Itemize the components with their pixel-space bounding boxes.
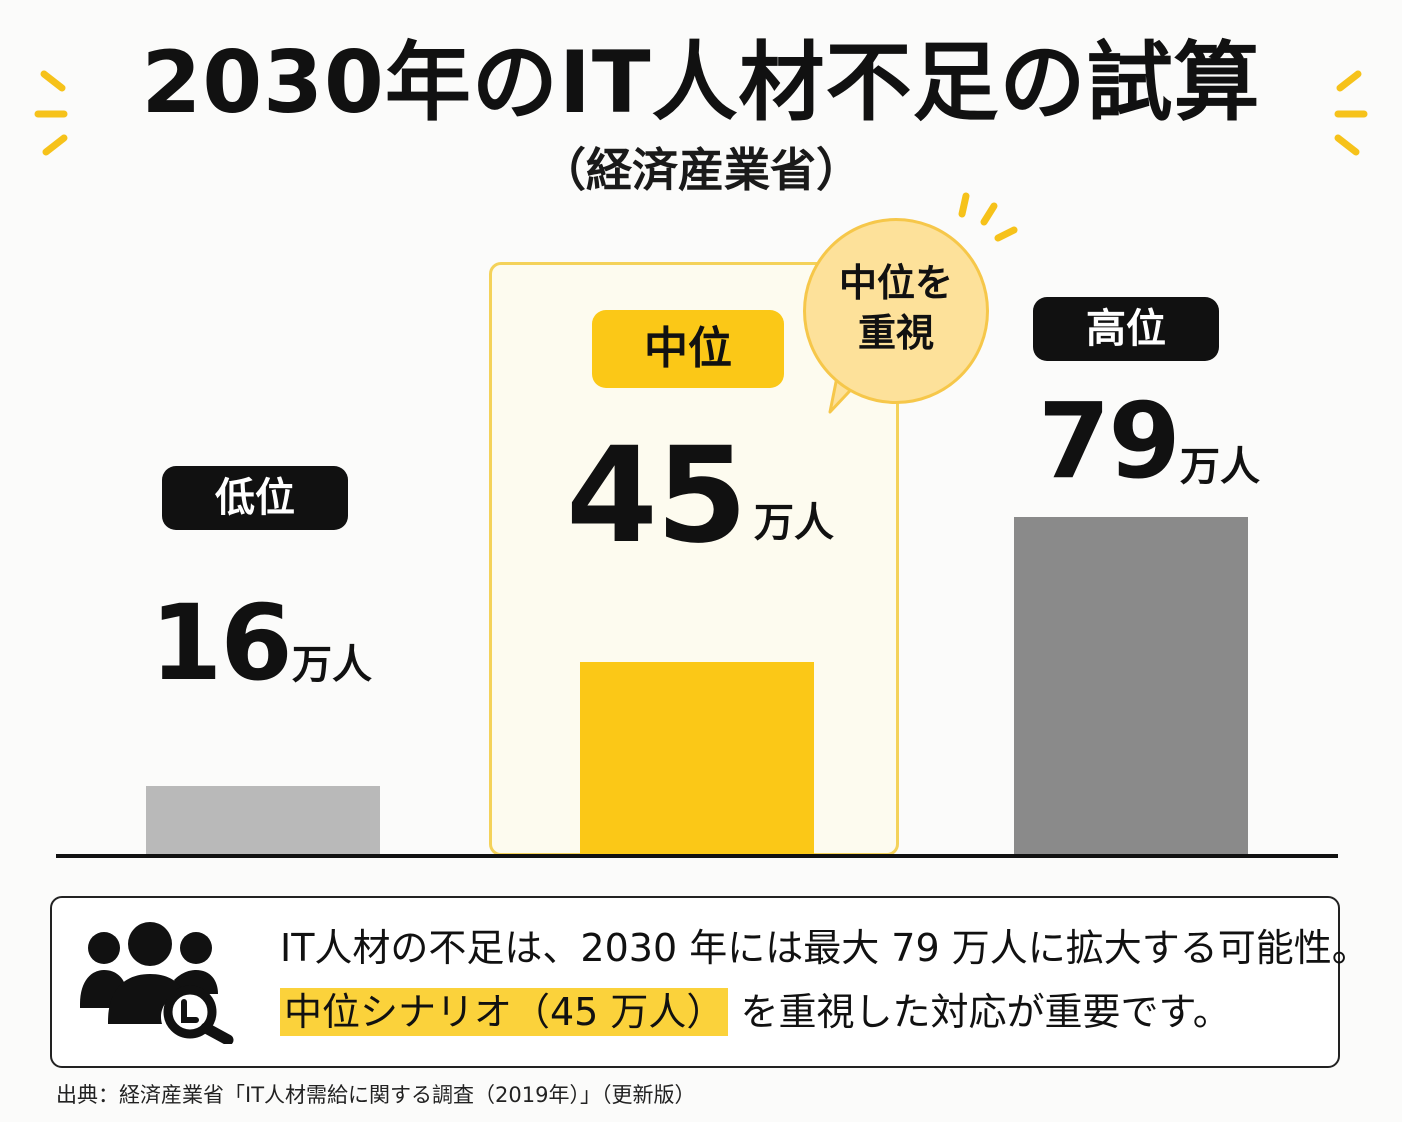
note-line1: IT人材の不足は、2030 年には最大 79 万人に拡大する可能性。 xyxy=(280,926,1370,970)
bar-mid xyxy=(580,662,814,854)
chart-subtitle: （経済産業省） xyxy=(540,143,862,197)
tag-mid: 中位 xyxy=(592,310,784,388)
note-highlight: 中位シナリオ（45 万人） xyxy=(280,988,729,1036)
note-box xyxy=(50,896,1340,1068)
x-axis-baseline xyxy=(56,854,1338,858)
bubble-line2: 重視 xyxy=(857,311,934,355)
unit-label-low: 万人 xyxy=(292,642,372,688)
bar-high xyxy=(1014,517,1248,854)
unit-label-high: 万人 xyxy=(1180,444,1260,490)
note-line2-rest: を重視した対応が重要です。 xyxy=(740,990,1231,1034)
value-label-low: 16 xyxy=(150,582,293,704)
value-label-high: 79 xyxy=(1038,380,1181,502)
source-citation: 出典：経済産業省「IT人材需給に関する調査（2019年）」（更新版） xyxy=(56,1083,696,1107)
sparkle-decoration-icon xyxy=(34,70,1368,242)
bubble-text: 中位を 重視 xyxy=(803,258,989,358)
speech-bubble xyxy=(803,218,989,404)
bar-low xyxy=(146,786,380,854)
bubble-line1: 中位を xyxy=(838,261,953,305)
chart-title: 2030年のIT人材不足の試算 xyxy=(141,33,1261,133)
people-search-icon xyxy=(80,922,234,1044)
value-label-mid: 45 xyxy=(566,419,748,573)
tag-low: 低位 xyxy=(162,466,348,530)
note-line2: 中位シナリオ（45 万人） を重視した対応が重要です。 xyxy=(280,984,1231,1040)
tag-high: 高位 xyxy=(1033,297,1219,361)
unit-label-mid: 万人 xyxy=(754,500,834,546)
